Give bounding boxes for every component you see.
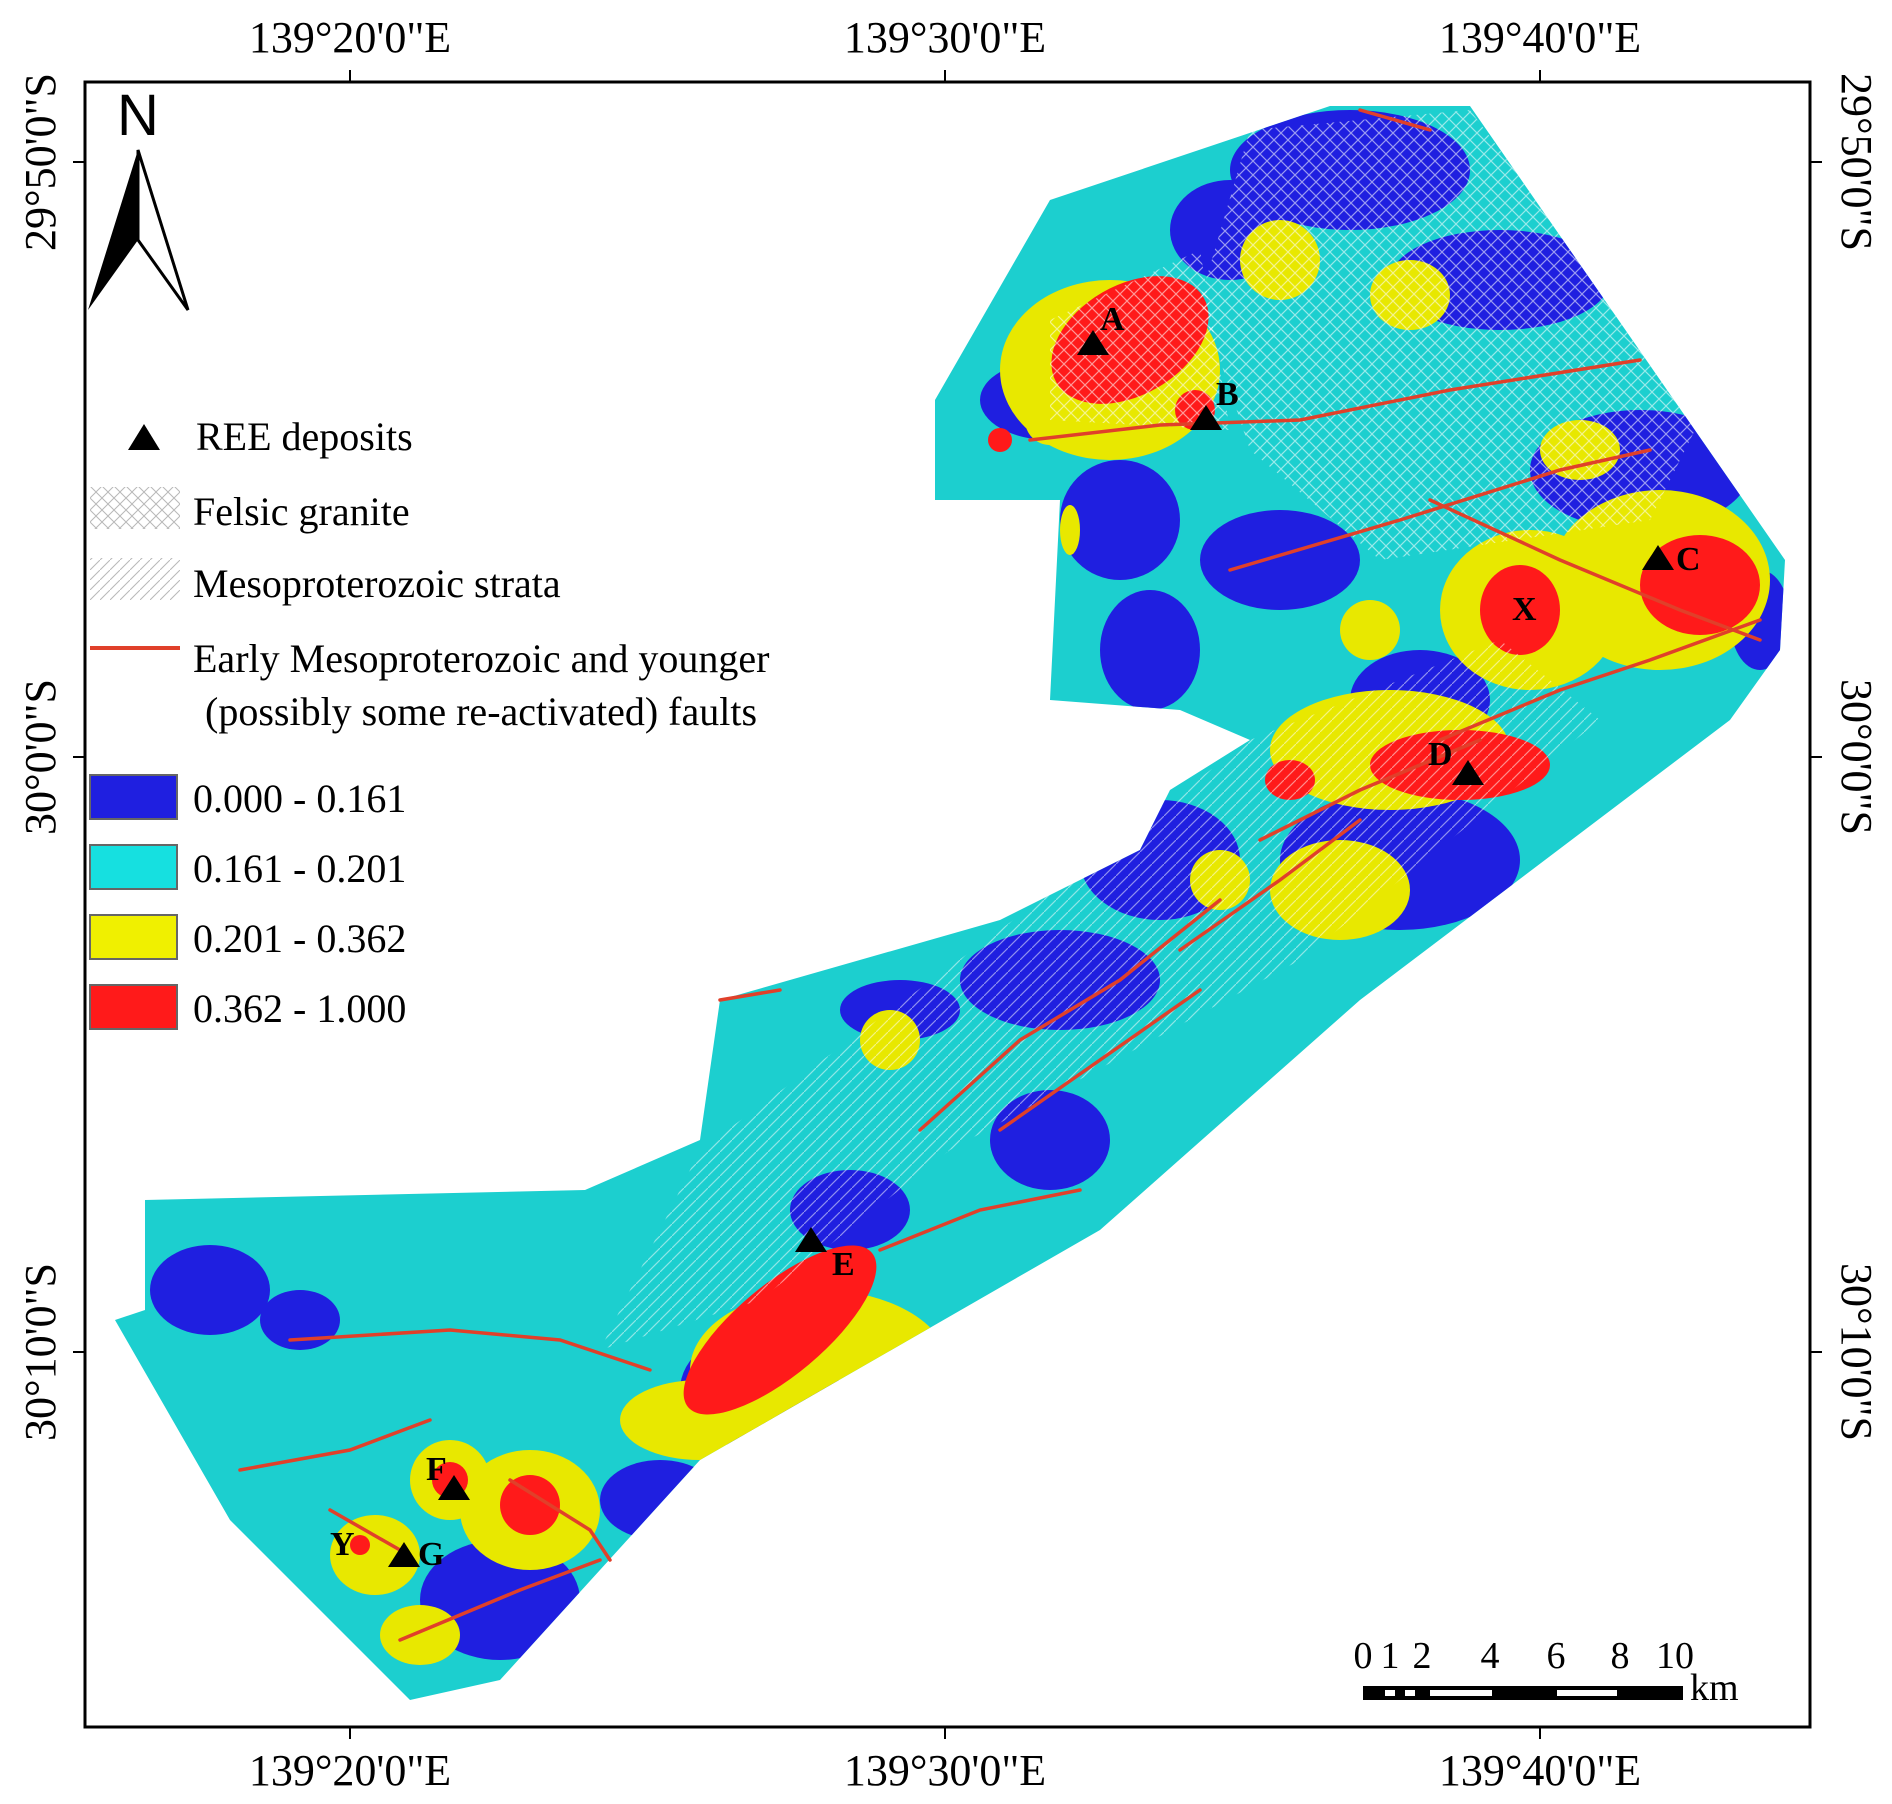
left-tick-label: 29°50'0"S [16, 73, 65, 251]
legend-fault-label-1: Early Mesoproterozoic and younger [193, 636, 769, 681]
graticule-ticks [73, 70, 1822, 1739]
left-tick-label: 30°0'0"S [16, 679, 65, 835]
legend-strata-label: Mesoproterozoic strata [193, 561, 561, 606]
scale-unit: km [1690, 1667, 1739, 1709]
top-tick-label: 139°40'0"E [1439, 13, 1641, 62]
north-arrow: N [88, 83, 190, 311]
deposit-marker-a [1077, 330, 1109, 355]
scale-tick-4: 4 [1481, 1635, 1500, 1677]
target-label-x: X [1512, 591, 1537, 628]
legend-class-swatch-3 [89, 914, 178, 960]
deposit-label-g: G [418, 1536, 444, 1573]
legend-class-swatch-4 [89, 984, 178, 1030]
scale-tick-2: 2 [1413, 1635, 1432, 1677]
legend-granite-label: Felsic granite [193, 489, 410, 534]
scale-tick-0: 0 [1354, 1635, 1373, 1677]
deposit-label-f: F [426, 1451, 447, 1488]
scale-tick-6: 6 [1547, 1635, 1566, 1677]
left-tick-label: 30°10'0"S [16, 1263, 65, 1441]
study-area [115, 106, 1785, 1700]
bottom-tick-label: 139°30'0"E [844, 1746, 1046, 1795]
legend-granite-swatch [90, 487, 180, 529]
deposit-label-b: B [1216, 376, 1239, 413]
deposit-label-e: E [832, 1246, 855, 1283]
legend: REE deposits Felsic granite Mesoproteroz… [89, 414, 769, 1031]
granite-hatch [1200, 110, 1700, 560]
legend-class-swatch-2 [89, 844, 178, 890]
scale-tick-1: 1 [1381, 1635, 1400, 1677]
legend-class-label-3: 0.201 - 0.362 [193, 916, 406, 961]
north-arrow-left-half [88, 150, 138, 310]
strata-hatch [600, 640, 1600, 1350]
deposit-label-d: D [1428, 736, 1453, 773]
legend-deposits-label: REE deposits [196, 414, 413, 459]
deposit-marker-g [388, 1542, 420, 1567]
top-longitude-labels: 139°20'0"E 139°30'0"E 139°40'0"E [249, 13, 1641, 62]
fault-lines [238, 108, 1762, 1642]
bottom-tick-label: 139°20'0"E [249, 1746, 451, 1795]
scale-tick-8: 8 [1611, 1635, 1630, 1677]
north-label: N [117, 83, 159, 148]
target-label-y: Y [330, 1526, 355, 1563]
granite-hatch-2 [1050, 250, 1230, 430]
scale-bar: 0 1 2 4 6 8 10 km [1354, 1635, 1739, 1709]
north-arrow-right-half [136, 149, 190, 311]
top-tick-label: 139°30'0"E [844, 13, 1046, 62]
right-latitude-labels: 29°50'0"S 30°0'0"S 30°10'0"S [1832, 73, 1881, 1441]
left-latitude-labels: 29°50'0"S 30°0'0"S 30°10'0"S [16, 73, 65, 1441]
legend-strata-swatch [90, 558, 180, 600]
deposit-markers: A B C D E F G X Y [330, 301, 1701, 1573]
deposit-marker-e [795, 1227, 827, 1252]
legend-class-label-1: 0.000 - 0.161 [193, 776, 406, 821]
deposit-marker-d [1452, 760, 1484, 785]
legend-class-label-4: 0.362 - 1.000 [193, 986, 406, 1031]
deposit-marker-c [1642, 545, 1674, 570]
legend-fault-label-2: (possibly some re-activated) faults [205, 689, 757, 734]
deposit-label-a: A [1100, 301, 1125, 338]
deposit-marker-b [1190, 405, 1222, 430]
right-tick-label: 30°10'0"S [1832, 1263, 1881, 1441]
legend-deposit-symbol [128, 424, 160, 450]
bottom-tick-label: 139°40'0"E [1439, 1746, 1641, 1795]
deposit-marker-f [438, 1475, 470, 1500]
right-tick-label: 29°50'0"S [1832, 73, 1881, 251]
top-tick-label: 139°20'0"E [249, 13, 451, 62]
right-tick-label: 30°0'0"S [1832, 679, 1881, 835]
legend-class-swatch-1 [89, 774, 178, 820]
scale-tick-10: 10 [1656, 1635, 1694, 1677]
deposit-label-c: C [1676, 541, 1701, 578]
bottom-longitude-labels: 139°20'0"E 139°30'0"E 139°40'0"E [249, 1746, 1641, 1795]
legend-class-label-2: 0.161 - 0.201 [193, 846, 406, 891]
